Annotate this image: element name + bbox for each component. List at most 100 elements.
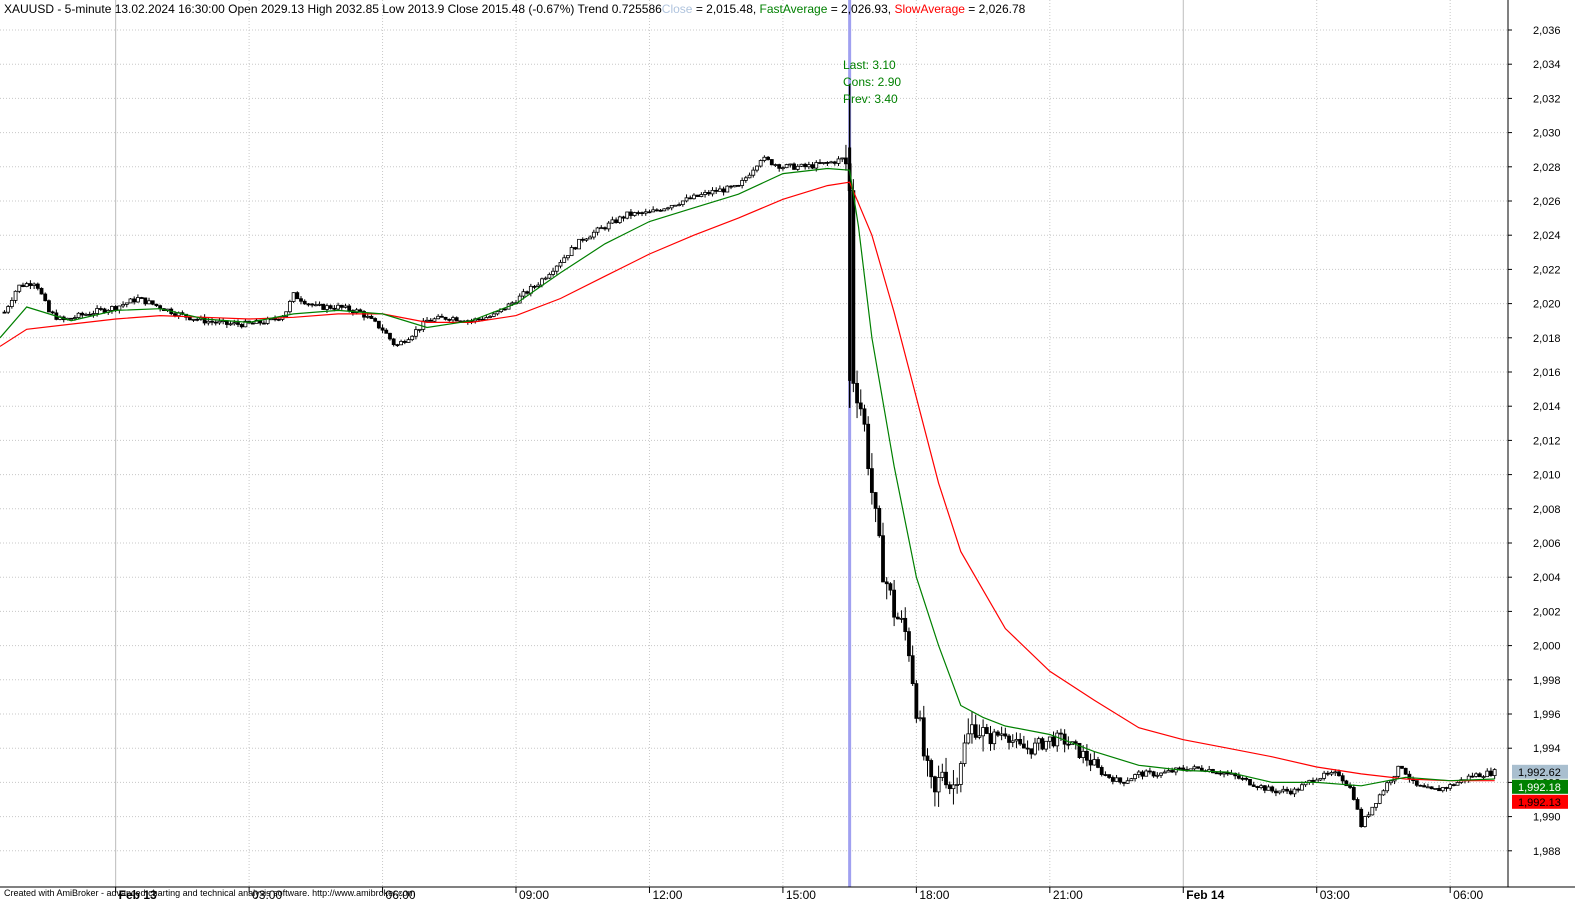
candle-body <box>414 329 418 337</box>
candle-body <box>1400 765 1404 769</box>
candle-body <box>921 717 926 757</box>
candle-body <box>603 227 607 230</box>
candle-body <box>432 318 437 322</box>
candle-body <box>944 771 948 786</box>
candle-body <box>391 338 396 346</box>
candle-body <box>1236 775 1241 779</box>
candle-body <box>988 733 993 745</box>
candle-body <box>436 315 441 320</box>
candle-body <box>1281 788 1286 792</box>
candle-body <box>1374 803 1378 808</box>
x-tick-label: Feb 13 <box>119 888 157 902</box>
candle-body <box>933 776 937 793</box>
y-tick-label: 2,006 <box>1533 538 1561 550</box>
candle-body <box>173 313 177 317</box>
candle-body <box>629 211 633 216</box>
price-badges: 1,992.62 1,992.18 1,992.13 <box>1512 764 1568 809</box>
candle-body <box>306 303 311 306</box>
candle-body <box>1370 806 1375 816</box>
candle-body <box>325 305 329 310</box>
y-tick-label: 2,020 <box>1533 299 1561 311</box>
candle-body <box>643 211 648 214</box>
candle-body <box>784 164 789 169</box>
candle-body <box>343 305 348 308</box>
y-tick-label: 2,002 <box>1533 606 1561 618</box>
candle-body <box>1129 778 1134 782</box>
candle-body <box>562 257 567 263</box>
candle-body <box>1429 786 1434 790</box>
candle-body <box>406 339 411 343</box>
candle-body <box>732 184 737 188</box>
candle-body <box>1118 777 1123 783</box>
candle-body <box>1385 782 1390 792</box>
candle-body <box>1266 786 1271 791</box>
candle-body <box>721 188 726 193</box>
candle-body <box>1077 742 1082 759</box>
candle-body <box>717 188 722 192</box>
candle-body <box>1148 770 1152 773</box>
candle-body <box>1196 766 1200 769</box>
y-tick-label: 2,016 <box>1533 367 1561 379</box>
candle-body <box>1244 777 1249 780</box>
candle-body <box>213 321 218 324</box>
candle-body <box>1018 738 1023 745</box>
candle-body <box>855 382 859 404</box>
candle-body <box>647 211 652 214</box>
candle-body <box>699 194 704 197</box>
candle-body <box>491 313 496 317</box>
candle-body <box>369 315 374 319</box>
x-tick-label: 18:00 <box>919 888 949 902</box>
candle-body <box>313 304 318 307</box>
candle-body <box>76 312 81 318</box>
candle-body <box>1277 790 1282 794</box>
candle-body <box>236 322 240 325</box>
candle-body <box>591 231 596 238</box>
candle-body <box>1440 787 1445 792</box>
candle-body <box>992 731 997 745</box>
candle-body <box>736 184 741 187</box>
candle-body <box>28 283 33 286</box>
y-axis: 2,036 2,034 2,032 2,030 2,028 2,026 2,024 2,022… <box>1508 25 1561 858</box>
candle-body <box>84 313 88 316</box>
candle-body <box>806 164 811 168</box>
candle-body <box>632 212 637 216</box>
candle-body <box>50 311 55 314</box>
candle-body <box>1192 766 1197 770</box>
candle-body <box>1036 738 1041 744</box>
candle-body <box>829 161 834 164</box>
candle-body <box>1455 782 1460 786</box>
candle-body <box>554 265 559 272</box>
y-tick-label: 2,008 <box>1533 504 1561 516</box>
candle-body <box>929 760 934 778</box>
candle-body <box>443 316 448 320</box>
candle-body <box>1151 771 1156 777</box>
candle-body <box>773 164 778 166</box>
candle-body <box>540 278 544 286</box>
candle-body <box>1099 767 1104 775</box>
candle-body <box>1359 808 1364 827</box>
candle-body <box>970 724 974 735</box>
candle-body <box>1255 786 1260 788</box>
candle-body <box>940 771 945 778</box>
candle-body <box>124 302 129 305</box>
candle-body <box>751 169 756 176</box>
close-legend-value: = 2,015.48, <box>692 2 759 16</box>
y-tick-label: 2,018 <box>1533 333 1561 345</box>
candle-body <box>1377 794 1382 804</box>
candle-body <box>599 227 604 230</box>
candle-body <box>110 306 114 311</box>
candle-body <box>1040 738 1045 750</box>
candle-body <box>836 158 841 164</box>
candle-body <box>1044 740 1049 750</box>
candle-body <box>80 312 85 316</box>
candle-body <box>1474 773 1479 777</box>
candle-body <box>669 204 674 209</box>
candle-body <box>1340 775 1345 782</box>
candle-body <box>1059 732 1063 735</box>
y-tick-label: 2,000 <box>1533 641 1561 653</box>
slow-average-badge-label: 1,992.13 <box>1518 797 1561 809</box>
candle-body <box>1144 770 1149 777</box>
candle-body <box>981 727 985 737</box>
candle-body <box>795 165 800 170</box>
